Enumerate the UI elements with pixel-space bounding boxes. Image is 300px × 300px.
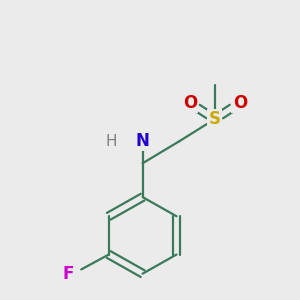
Text: O: O: [183, 94, 197, 112]
Text: F: F: [62, 265, 74, 283]
Text: N: N: [136, 132, 150, 150]
Text: S: S: [209, 110, 221, 128]
Text: O: O: [233, 94, 247, 112]
Text: H: H: [106, 134, 118, 149]
